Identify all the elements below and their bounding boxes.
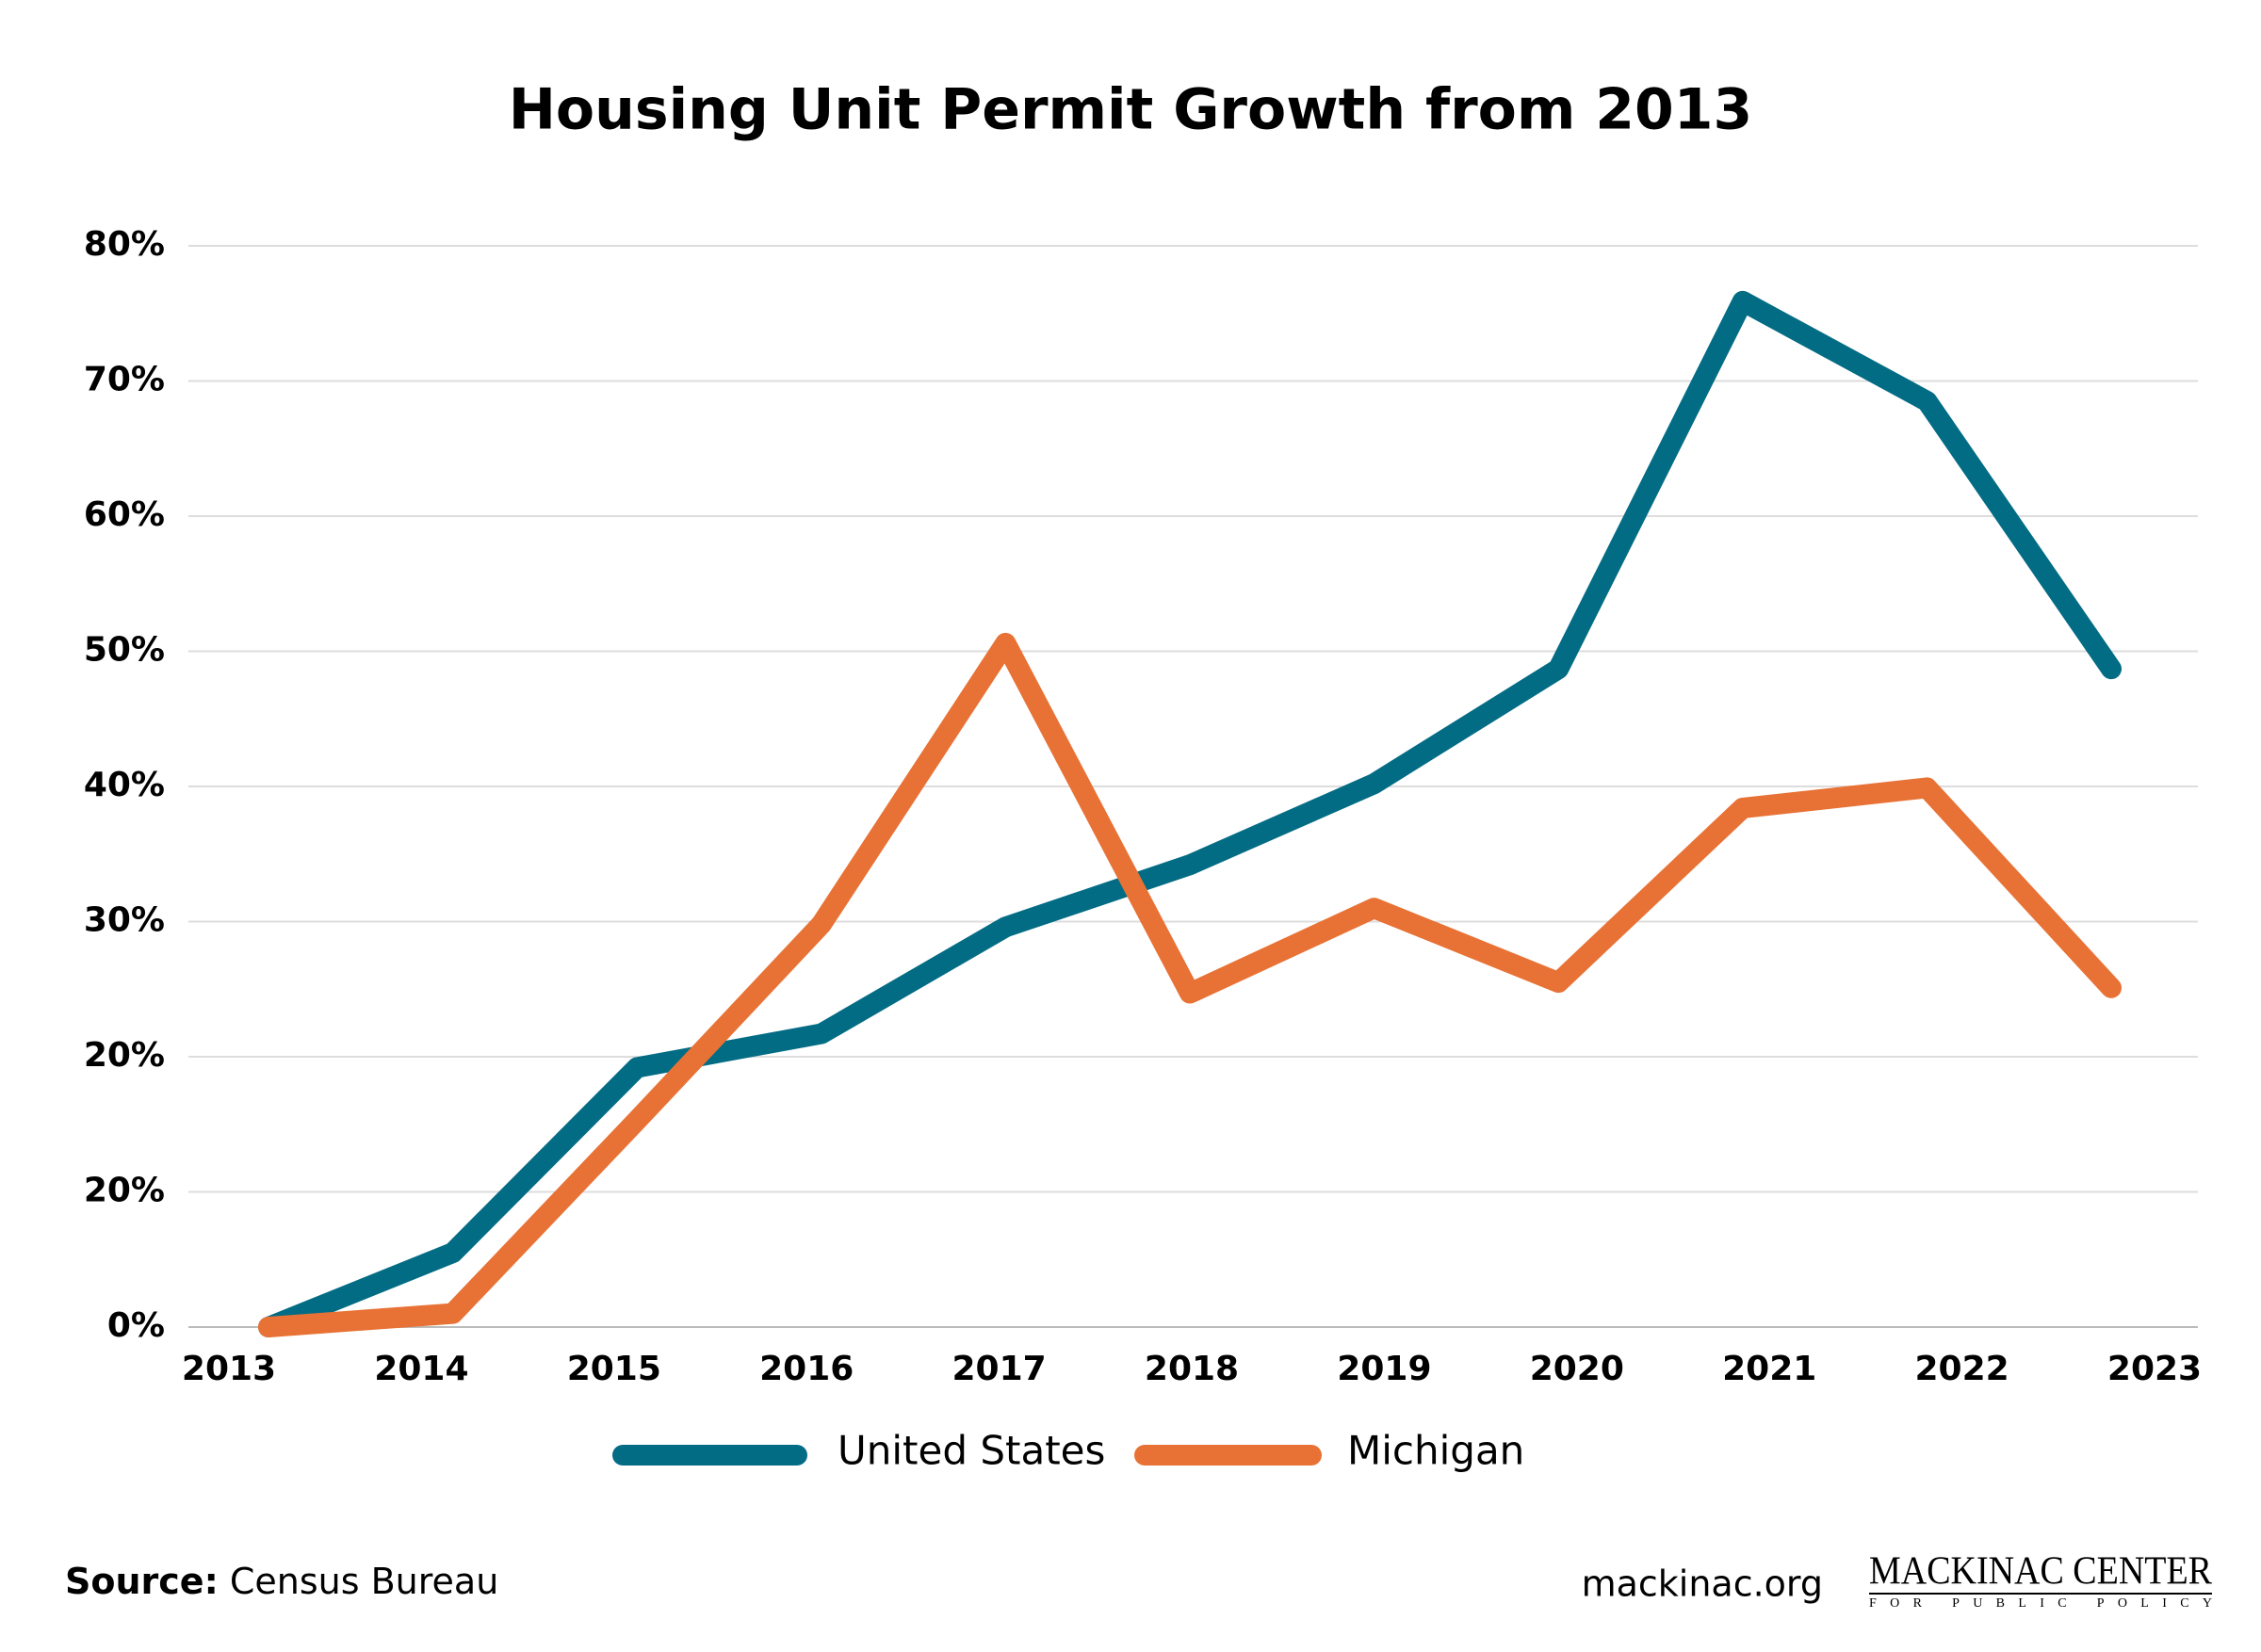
chart-title: Housing Unit Permit Growth from 2013 xyxy=(509,77,1753,143)
x-tick-label: 2013 xyxy=(182,1350,276,1388)
legend-label: United States xyxy=(838,1428,1105,1474)
y-tick-label: 70% xyxy=(84,361,165,399)
series-line xyxy=(258,290,2122,1337)
source-text: Census Bureau xyxy=(230,1561,498,1602)
y-tick-label: 60% xyxy=(84,495,165,534)
y-tick-label: 80% xyxy=(84,225,165,264)
y-tick-label: 20% xyxy=(84,1172,165,1210)
x-tick-label: 2015 xyxy=(567,1350,661,1388)
y-tick-label: 50% xyxy=(84,631,165,670)
x-tick-label: 2021 xyxy=(1722,1350,1816,1388)
x-tick-label: 2023 xyxy=(2107,1350,2202,1388)
y-tick-label: 40% xyxy=(84,766,165,804)
series-line xyxy=(258,632,2122,1337)
source-label: Source: xyxy=(65,1561,219,1602)
y-tick-label: 30% xyxy=(84,901,165,940)
legend-label: Michigan xyxy=(1347,1428,1524,1474)
x-tick-label: 2022 xyxy=(1914,1350,2009,1388)
x-tick-label: 2019 xyxy=(1337,1350,1431,1388)
website: mackinac.org xyxy=(1582,1563,1823,1605)
logo-tagline: FOR PUBLIC POLICY xyxy=(1869,1596,2212,1611)
x-tick-label: 2018 xyxy=(1145,1350,1239,1388)
x-tick-label: 2014 xyxy=(374,1350,468,1388)
x-tick-label: 2020 xyxy=(1530,1350,1624,1388)
y-tick-label: 0% xyxy=(107,1306,165,1345)
x-tick-label: 2016 xyxy=(759,1350,854,1388)
y-tick-label: 20% xyxy=(84,1036,165,1075)
source: Source: Census Bureau xyxy=(65,1561,498,1602)
logo-name: MACKINAC CENTER xyxy=(1869,1550,2212,1594)
x-tick-label: 2017 xyxy=(952,1350,1046,1388)
